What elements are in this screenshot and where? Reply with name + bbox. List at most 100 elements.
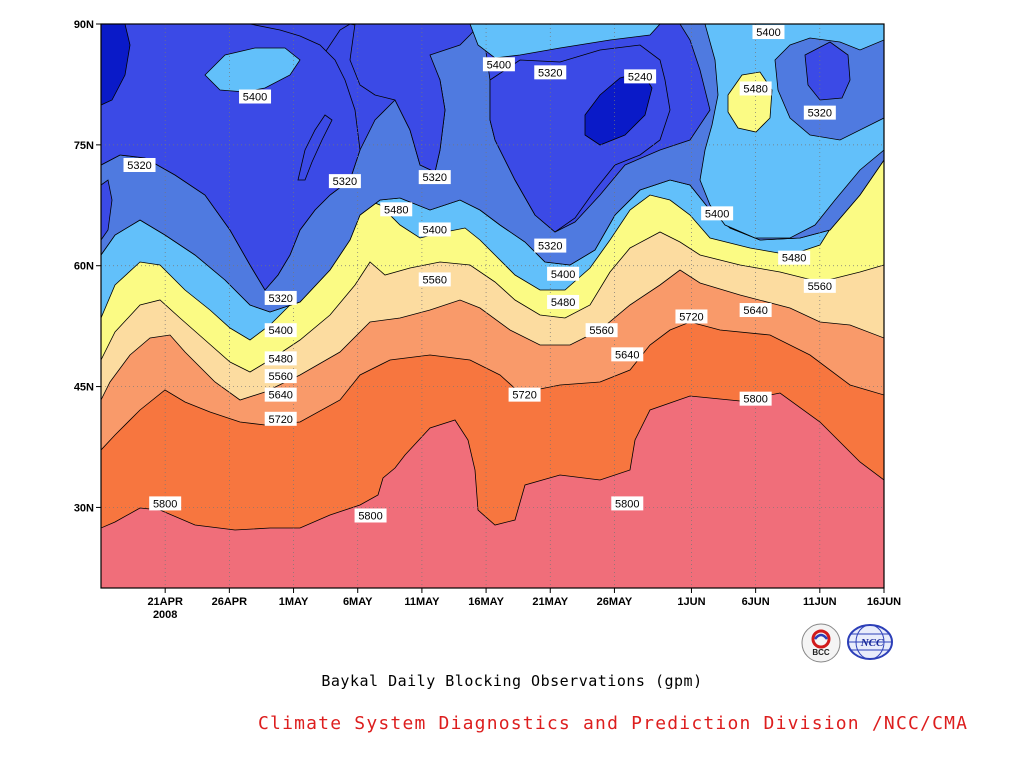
contour-label-bg: [418, 170, 451, 185]
contour-label-bg: [701, 206, 734, 221]
contour-label-bg: [585, 323, 618, 338]
contour-label: 5400: [422, 224, 446, 236]
contour-label: 5800: [743, 394, 767, 406]
contour-label: 5800: [358, 510, 382, 522]
contour-label-bg: [611, 347, 644, 362]
contour-label: 5400: [243, 92, 267, 104]
contour-label: 5800: [153, 498, 177, 510]
contour-label: 5640: [268, 390, 292, 402]
contour-label-bg: [778, 250, 811, 265]
contour-label: 5320: [127, 160, 151, 172]
y-tick-label: 75N: [74, 140, 94, 152]
x-axis: 21APR 26APR 1MAY 6MAY 11MAY 16MAY 21MAY 26MAY 1J…: [147, 588, 901, 621]
contour-label: 5400: [756, 27, 780, 39]
contour-label-bg: [547, 266, 580, 281]
x-tick-label: 11MAY: [404, 596, 440, 608]
contour-label: 5400: [268, 325, 292, 337]
y-tick-label: 60N: [74, 261, 94, 273]
contour-label-bg: [239, 89, 272, 104]
contour-label-bg: [328, 174, 361, 189]
contour-label-bg: [354, 508, 387, 523]
contour-label: 5480: [551, 297, 575, 309]
contour-label-bg: [739, 303, 772, 318]
contour-label-bg: [624, 69, 657, 84]
contour-label-bg: [803, 278, 836, 293]
contour-label-bg: [264, 387, 297, 402]
band-5480-island: [204, 47, 301, 93]
contour-label-bg: [803, 105, 836, 120]
contour-label: 5720: [679, 311, 703, 323]
contour-label-bg: [418, 272, 451, 287]
contour-labels: 5320 5400 5320 5320 5480 5400 5560 5400 5320 5240…: [123, 25, 836, 523]
contour-label: 5400: [705, 208, 729, 220]
y-tick-label: 30N: [74, 502, 94, 514]
contour-label-bg: [611, 496, 644, 511]
x-tick-label: 26APR: [212, 596, 248, 608]
contour-label-bg: [123, 158, 156, 172]
contour-label: 5800: [615, 498, 639, 510]
contour-label-bg: [264, 369, 297, 384]
contour-label-bg: [534, 238, 567, 253]
x-tick-label: 1MAY: [279, 596, 309, 608]
contour-label-bg: [264, 411, 297, 426]
contour-label-bg: [534, 65, 567, 80]
x-tick-label: 21APR: [147, 596, 183, 608]
contour-label-bg: [380, 202, 413, 217]
x-year-label: 2008: [153, 609, 177, 621]
contour-label: 5320: [268, 293, 292, 305]
plot-frame: [100, 23, 885, 589]
band-5320-left: [101, 179, 113, 241]
contour-label: 5320: [538, 241, 562, 253]
band-5240: [101, 24, 131, 106]
contour-label-bg: [739, 391, 772, 406]
contour-chart: 5320 5400 5320 5320 5480 5400 5560 5400 5320 5240…: [74, 19, 901, 621]
y-tick-label: 90N: [74, 19, 94, 31]
band-5320-a: [101, 24, 361, 291]
contour-label: 5240: [628, 71, 652, 83]
contour-label-bg: [547, 294, 580, 309]
x-tick-label: 21MAY: [532, 596, 568, 608]
contour-label-bg: [508, 387, 541, 402]
contour-label: 5720: [512, 390, 536, 402]
x-tick-label: 6MAY: [343, 596, 373, 608]
contour-label: 5640: [743, 305, 767, 317]
contour-label-bg: [264, 323, 297, 338]
credit-line: Climate System Diagnostics and Predictio…: [258, 713, 969, 734]
contour-label: 5320: [422, 172, 446, 184]
y-axis: 90N 75N 60N 45N 30N: [74, 19, 101, 514]
bcc-logo: BCC: [801, 623, 841, 663]
contour-label-bg: [675, 309, 708, 324]
grid: [101, 24, 884, 588]
ncc-logo: NCC: [847, 624, 893, 660]
y-tick-label: 45N: [74, 382, 94, 394]
contour-label: 5400: [487, 59, 511, 71]
contour-label: 5560: [589, 325, 613, 337]
x-tick-label: 16MAY: [468, 596, 504, 608]
contour-label: 5320: [333, 176, 357, 188]
contour-label: 5480: [384, 204, 408, 216]
contour-label: 5560: [422, 274, 446, 286]
bcc-logo-text: BCC: [812, 648, 830, 657]
contour-label: 5320: [808, 108, 832, 120]
band-5320-f: [297, 114, 333, 181]
contour-label-bg: [482, 57, 515, 72]
contour-label: 5400: [551, 269, 575, 281]
band-5320-b: [349, 24, 481, 173]
contour-label: 5720: [268, 414, 292, 426]
contour-label-bg: [752, 25, 785, 40]
contour-label-bg: [264, 290, 297, 305]
contour-label-bg: [264, 351, 297, 366]
contour-label-bg: [418, 222, 451, 237]
contour-label: 5480: [743, 83, 767, 95]
contour-label: 5480: [268, 353, 292, 365]
contour-label: 5320: [538, 67, 562, 79]
contour-label: 5480: [782, 253, 806, 265]
plot-area: 5320 5400 5320 5320 5480 5400 5560 5400 5320 5240…: [101, 24, 884, 588]
contour-label-bg: [739, 81, 772, 96]
x-tick-label: 1JUN: [677, 596, 705, 608]
x-tick-label: 16JUN: [867, 596, 901, 608]
contour-label: 5560: [808, 281, 832, 293]
contour-label-bg: [149, 496, 182, 511]
band-5480-island-2: [469, 24, 661, 59]
band-5320-d: [804, 41, 851, 101]
